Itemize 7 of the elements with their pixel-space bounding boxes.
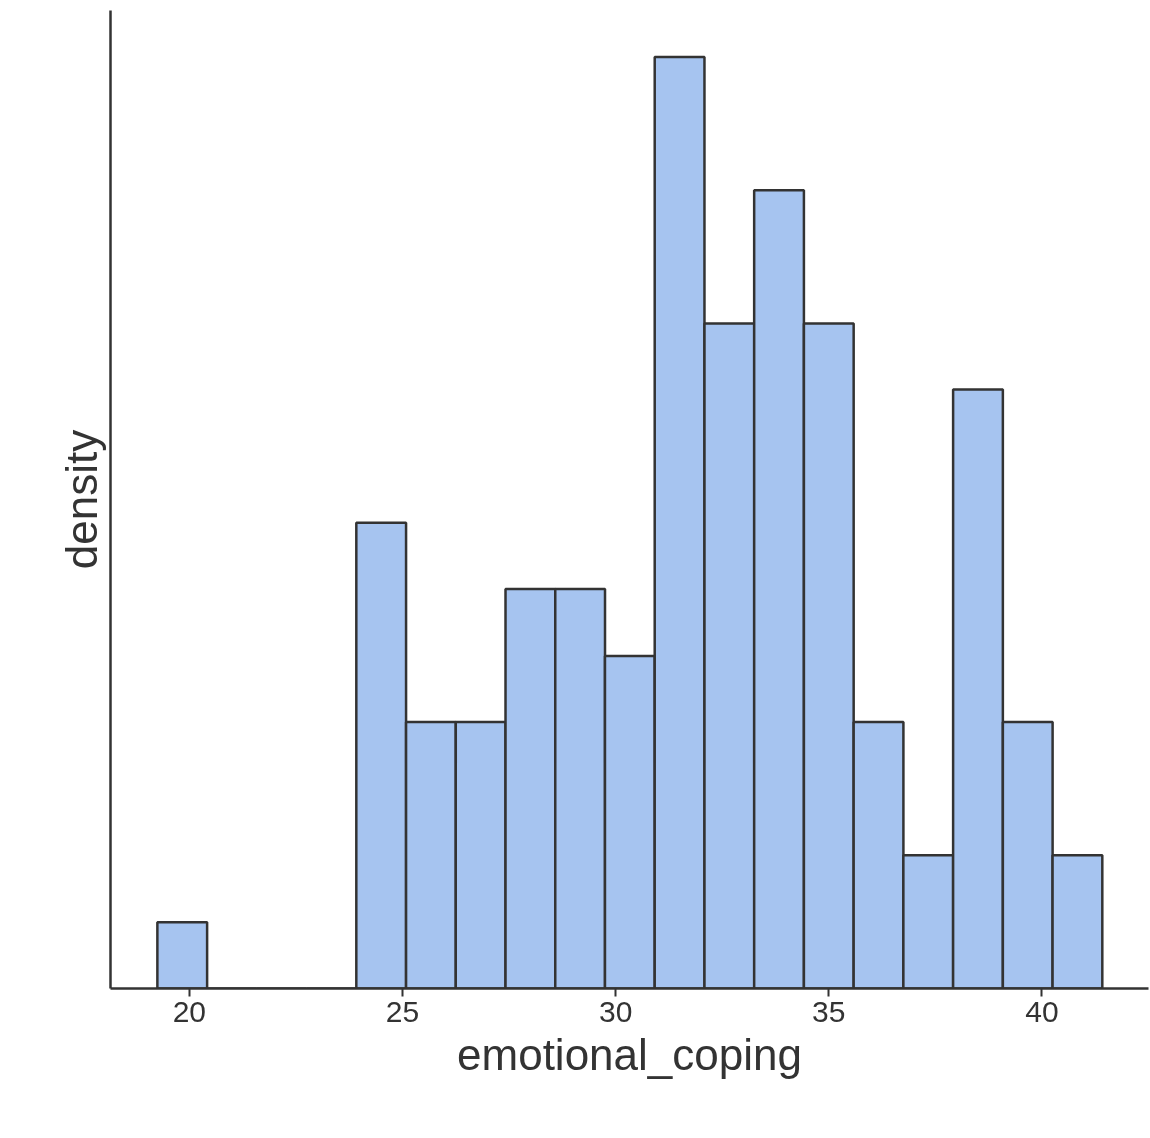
x-tick-label: 30 <box>598 994 633 1028</box>
x-tick-label: 35 <box>812 994 846 1028</box>
y-axis-title: density <box>56 429 106 570</box>
x-tick-label: 25 <box>385 994 420 1028</box>
x-axis-title: emotional_coping <box>457 1029 802 1079</box>
x-tick-label: 40 <box>1025 994 1059 1028</box>
x-tick-label: 20 <box>172 994 207 1028</box>
